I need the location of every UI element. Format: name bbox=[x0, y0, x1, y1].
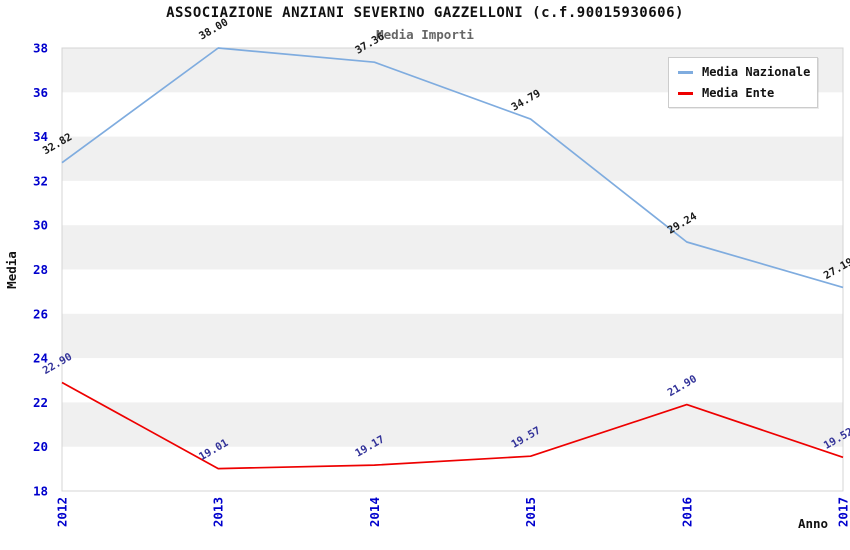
y-tick-label: 20 bbox=[33, 439, 48, 454]
legend-item-media-nazionale: Media Nazionale bbox=[678, 65, 811, 79]
legend-label-media-ente: Media Ente bbox=[702, 86, 775, 100]
y-tick-label: 34 bbox=[33, 129, 48, 144]
y-axis-title: Media bbox=[4, 251, 19, 289]
legend-item-media-ente: Media Ente bbox=[678, 86, 808, 100]
series-line-media-ente bbox=[61, 381, 844, 470]
grid-band bbox=[62, 402, 843, 447]
series-line-media-nazionale bbox=[61, 47, 844, 289]
y-tick-label: 28 bbox=[33, 262, 48, 277]
y-tick-label: 30 bbox=[33, 218, 48, 233]
x-tick-label: 2014 bbox=[367, 497, 382, 527]
data-label: 21.90 bbox=[666, 373, 699, 399]
y-tick-label: 26 bbox=[33, 306, 48, 321]
media-nazionale-line-swatch bbox=[678, 70, 693, 74]
x-tick-label: 2016 bbox=[679, 497, 694, 527]
x-tick-label: 2015 bbox=[523, 497, 538, 527]
x-axis-title: Anno bbox=[798, 516, 828, 531]
y-tick-label: 24 bbox=[33, 351, 48, 366]
y-tick-label: 22 bbox=[33, 395, 48, 410]
y-tick-label: 18 bbox=[33, 484, 48, 499]
plot-border bbox=[61, 47, 844, 492]
y-tick-label: 36 bbox=[33, 85, 48, 100]
chart-title: ASSOCIAZIONE ANZIANI SEVERINO GAZZELLONI… bbox=[166, 5, 684, 21]
grid-band bbox=[62, 225, 843, 270]
x-tick-label: 2017 bbox=[836, 497, 850, 527]
chart-subtitle: Media Importi bbox=[376, 27, 474, 42]
data-label: 38.00 bbox=[197, 16, 230, 42]
legend-label-media-nazionale: Media Nazionale bbox=[702, 65, 811, 79]
grid-band bbox=[62, 136, 843, 181]
x-tick-label: 2013 bbox=[211, 497, 226, 527]
media-ente-line-swatch bbox=[678, 91, 693, 95]
grid-band bbox=[62, 313, 843, 359]
y-tick-label: 38 bbox=[33, 41, 48, 56]
legend: Media Nazionale Media Ente bbox=[668, 57, 818, 108]
x-tick-label: 2012 bbox=[55, 497, 70, 527]
y-tick-label: 32 bbox=[33, 173, 48, 188]
